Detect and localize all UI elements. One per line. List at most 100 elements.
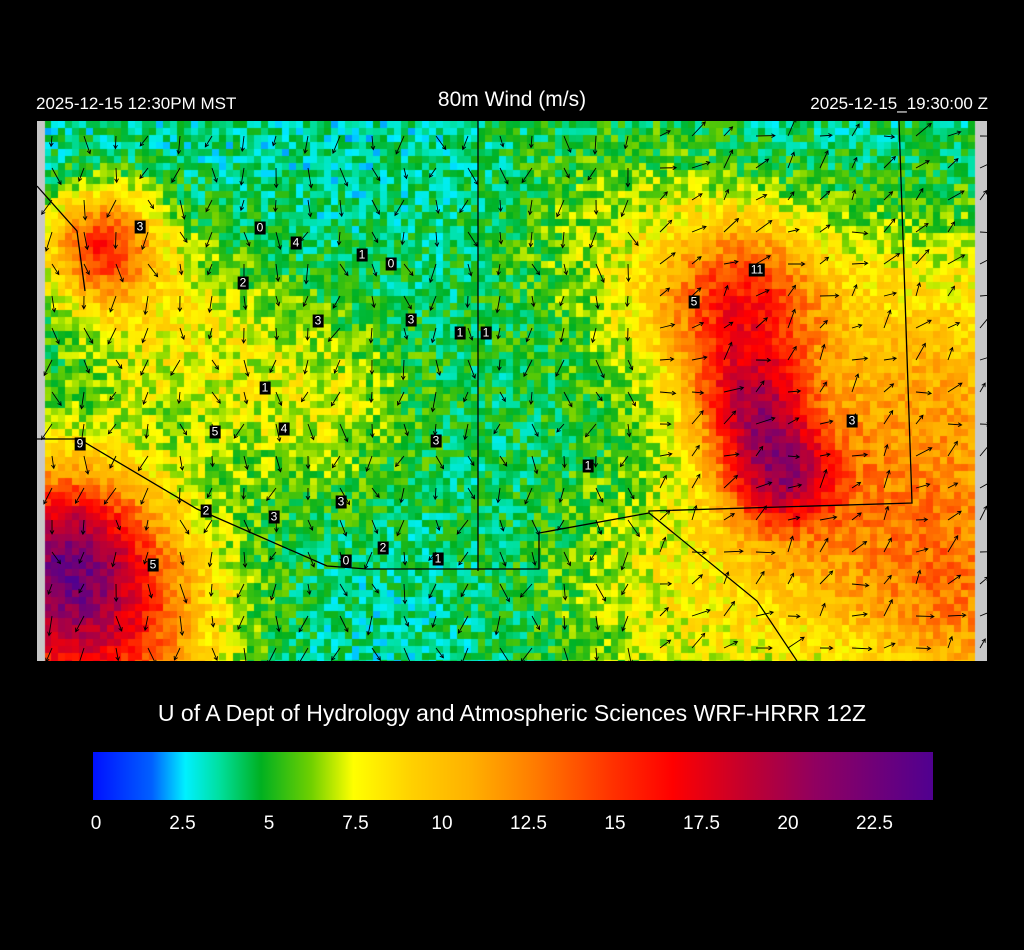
wind-arrow: [755, 570, 765, 585]
wind-arrow: [327, 327, 341, 342]
wind-arrow: [787, 151, 795, 169]
wind-arrow: [591, 327, 597, 344]
station-wind-label: 4: [290, 235, 302, 250]
wind-arrow: [755, 357, 772, 363]
station-wind-label: 0: [340, 553, 352, 568]
wind-arrow: [531, 551, 537, 566]
wind-arrow: [787, 572, 795, 585]
wind-arrow: [979, 164, 987, 169]
wind-arrow: [595, 615, 600, 631]
wind-arrow: [47, 583, 53, 595]
wind-arrow: [368, 327, 374, 344]
wind-arrow: [723, 600, 736, 617]
wind-arrow: [528, 231, 534, 248]
wind-arrow: [275, 231, 282, 250]
wind-arrow: [211, 167, 218, 183]
utc-time: 2025-12-15_19:30:00 Z: [810, 94, 988, 113]
wind-arrow: [75, 487, 85, 505]
wind-arrow: [589, 231, 597, 249]
wind-arrow: [51, 391, 62, 407]
station-wind-label: 4: [278, 421, 290, 436]
wind-arrow: [179, 423, 188, 436]
wind-arrow: [755, 133, 776, 138]
wind-arrow: [915, 342, 926, 361]
wind-arrow: [273, 199, 278, 213]
wind-arrow: [883, 291, 898, 297]
wind-arrow: [883, 469, 891, 489]
wind-arrow: [433, 487, 438, 501]
wind-arrow: [403, 423, 409, 437]
state-border: [37, 185, 86, 292]
wind-arrow: [883, 598, 893, 617]
wind-arrow: [915, 547, 929, 553]
colorbar-tick: 12.5: [510, 813, 547, 834]
wind-arrow: [403, 263, 414, 277]
wind-arrow: [915, 187, 924, 201]
international-border: [648, 512, 798, 661]
wind-arrow: [275, 615, 281, 633]
wind-arrow: [269, 551, 277, 561]
wind-arrow: [915, 646, 932, 651]
wind-arrow: [819, 381, 827, 393]
wind-arrow: [269, 359, 277, 374]
wind-arrow: [137, 455, 149, 472]
wind-arrow: [755, 158, 770, 169]
wind-arrow: [787, 284, 797, 297]
wind-arrow: [562, 583, 568, 601]
wind-arrow: [587, 167, 597, 181]
wind-arrow: [594, 647, 599, 661]
wind-arrow: [305, 487, 311, 501]
wind-arrow: [819, 256, 830, 265]
wind-arrow: [144, 423, 149, 440]
wind-arrow: [305, 455, 311, 470]
wind-arrow: [369, 391, 374, 404]
wind-arrow: [303, 135, 309, 155]
colorbar-tick: 10: [431, 813, 453, 834]
wind-arrow: [298, 615, 309, 633]
wind-arrow: [563, 263, 569, 276]
wind-arrow: [691, 355, 708, 361]
wind-arrow: [621, 615, 629, 632]
wind-arrow: [625, 327, 631, 342]
wind-arrow: [499, 647, 511, 661]
station-wind-label: 5: [688, 294, 700, 309]
wind-arrow: [528, 391, 534, 405]
wind-arrow: [625, 295, 630, 308]
wind-arrow: [851, 481, 862, 489]
station-wind-label: 3: [312, 313, 324, 328]
wind-arrow: [851, 612, 868, 617]
wind-arrow: [659, 356, 675, 362]
wind-arrow: [43, 359, 53, 377]
wind-arrow: [49, 519, 55, 535]
wind-arrow: [179, 583, 188, 604]
wind-arrow: [203, 519, 213, 534]
wind-arrow: [210, 455, 215, 468]
wind-arrow: [883, 409, 894, 425]
wind-arrow: [979, 135, 987, 137]
wind-arrow: [519, 583, 533, 598]
wind-arrow: [75, 615, 85, 633]
wind-arrow: [403, 615, 410, 628]
wind-arrow: [883, 537, 892, 553]
wind-arrow: [623, 135, 629, 150]
wind-arrow: [851, 123, 860, 137]
wind-arrow: [370, 423, 375, 438]
colorbar-tick: 17.5: [683, 813, 720, 834]
wind-arrow: [563, 551, 572, 567]
wind-arrow: [177, 295, 183, 313]
wind-arrow: [366, 615, 373, 636]
colorbar-tick: 5: [263, 813, 275, 834]
wind-arrow: [339, 423, 349, 443]
wind-arrow: [207, 295, 213, 314]
wind-arrow: [371, 295, 376, 309]
wind-arrow: [979, 294, 987, 297]
wind-arrow: [435, 135, 447, 151]
wind-arrow: [243, 359, 250, 377]
wind-arrow: [302, 295, 309, 308]
station-wind-label: 3: [405, 312, 417, 327]
wind-arrow: [787, 191, 795, 201]
wind-arrow: [243, 231, 251, 247]
wind-arrow: [179, 455, 185, 471]
wind-arrow: [691, 632, 706, 649]
wind-arrow: [113, 135, 118, 150]
